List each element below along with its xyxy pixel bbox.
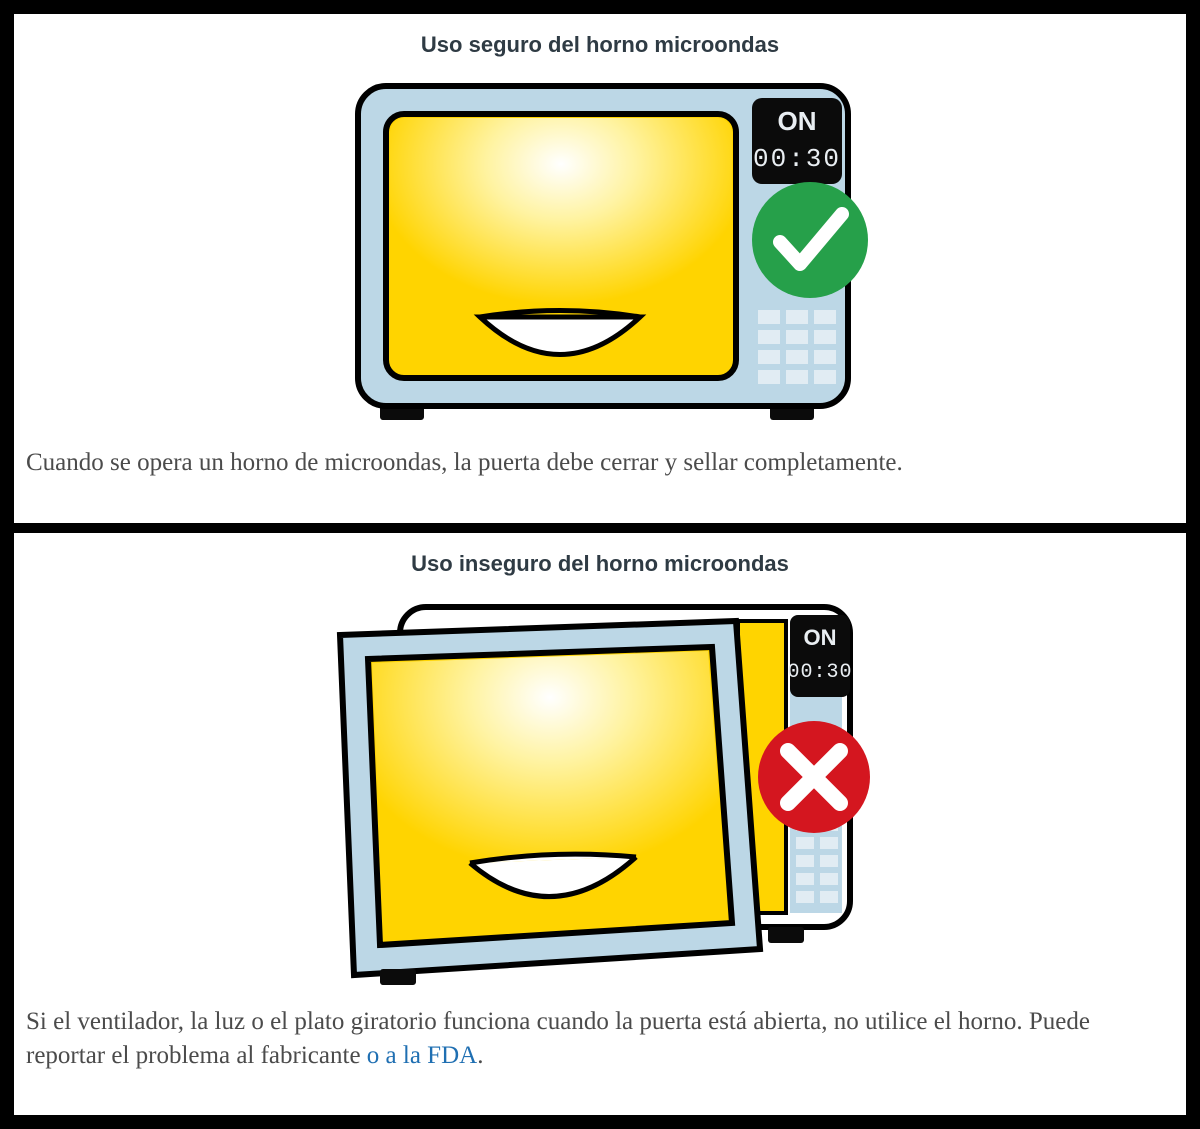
unsafe-caption-pre: Si el ventilador, la luz o el plato gira… [26, 1008, 1090, 1069]
safe-heading: Uso seguro del horno microondas [26, 32, 1174, 58]
microwave-open-illustration: ON 00:30 [300, 591, 900, 991]
unsafe-figure: ON 00:30 [26, 591, 1174, 991]
microwave-closed-illustration: ON 00:30 [320, 72, 880, 432]
fda-link[interactable]: o a la FDA [367, 1042, 477, 1069]
cross-icon [758, 721, 870, 833]
safe-figure: ON 00:30 [26, 72, 1174, 432]
unsafe-caption: Si el ventilador, la luz o el plato gira… [26, 1005, 1174, 1073]
display-on: ON [778, 106, 817, 136]
safe-caption: Cuando se opera un horno de microondas, … [26, 446, 1174, 480]
panel-divider [14, 523, 1186, 533]
display-on-2: ON [804, 625, 837, 650]
unsafe-caption-post: . [477, 1042, 483, 1069]
check-icon [752, 182, 868, 298]
display-timer-2: 00:30 [787, 661, 852, 684]
infographic-frame: Uso seguro del horno microondas [0, 0, 1200, 1129]
safe-use-panel: Uso seguro del horno microondas [14, 14, 1186, 523]
display-timer: 00:30 [753, 144, 841, 174]
unsafe-use-panel: Uso inseguro del horno microondas ON 00:… [14, 533, 1186, 1116]
unsafe-heading: Uso inseguro del horno microondas [26, 551, 1174, 577]
